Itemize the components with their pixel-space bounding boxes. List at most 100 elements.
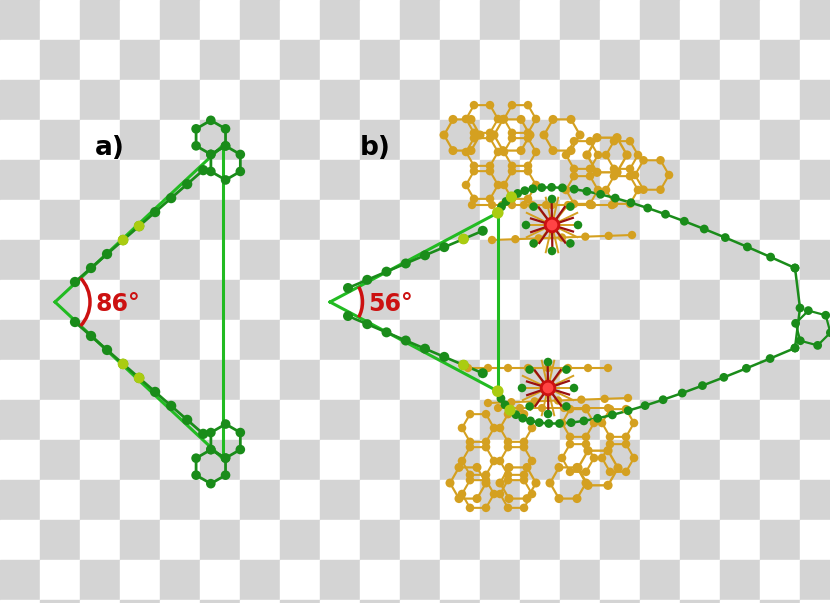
Point — [501, 443, 515, 452]
Point — [602, 363, 615, 373]
Point — [509, 235, 522, 244]
Bar — [400, 560, 440, 600]
Point — [521, 363, 535, 373]
Point — [583, 171, 597, 181]
Bar — [520, 40, 560, 80]
Bar — [200, 200, 240, 240]
Point — [662, 170, 676, 180]
Point — [793, 336, 807, 346]
Bar — [560, 360, 600, 400]
Bar — [640, 400, 680, 440]
Bar — [40, 120, 80, 160]
Bar — [800, 600, 830, 603]
Point — [197, 429, 210, 439]
Bar — [680, 400, 720, 440]
Bar — [120, 120, 160, 160]
Bar — [0, 320, 40, 360]
Bar — [120, 0, 160, 40]
Bar — [360, 80, 400, 120]
Point — [341, 283, 354, 293]
Point — [204, 116, 217, 125]
Point — [502, 494, 515, 504]
Bar — [320, 240, 360, 280]
Point — [521, 161, 535, 171]
Bar — [0, 120, 40, 160]
Point — [501, 475, 515, 485]
Point — [583, 136, 597, 146]
Bar — [760, 520, 800, 560]
Point — [457, 234, 470, 244]
Point — [116, 235, 129, 245]
Bar — [520, 480, 560, 520]
Bar — [480, 160, 520, 200]
Bar — [720, 80, 760, 120]
Point — [525, 423, 539, 433]
Bar — [80, 280, 120, 320]
Bar — [640, 120, 680, 160]
Bar — [320, 40, 360, 80]
Point — [619, 405, 632, 414]
Bar — [520, 360, 560, 400]
Bar — [480, 280, 520, 320]
Point — [443, 478, 457, 488]
Point — [380, 327, 393, 337]
Bar — [40, 400, 80, 440]
Point — [627, 453, 641, 463]
Bar — [760, 560, 800, 600]
Bar — [760, 400, 800, 440]
Point — [571, 220, 584, 230]
Bar — [640, 200, 680, 240]
Bar — [280, 320, 320, 360]
Bar — [800, 120, 830, 160]
Point — [594, 189, 608, 199]
Point — [189, 470, 203, 480]
Point — [517, 475, 530, 485]
Bar — [800, 200, 830, 240]
Bar — [160, 440, 200, 480]
Point — [456, 489, 469, 499]
Text: a): a) — [95, 135, 124, 161]
Bar — [320, 0, 360, 40]
Bar — [800, 40, 830, 80]
Point — [204, 150, 217, 159]
Bar — [720, 40, 760, 80]
Bar — [520, 520, 560, 560]
Bar — [680, 360, 720, 400]
Point — [497, 147, 510, 157]
Point — [491, 208, 505, 218]
Bar — [440, 200, 480, 240]
Point — [532, 233, 545, 243]
Bar — [720, 360, 760, 400]
Point — [68, 277, 81, 287]
Bar — [640, 40, 680, 80]
Point — [619, 467, 632, 477]
Bar — [120, 160, 160, 200]
Bar — [120, 520, 160, 560]
Bar — [120, 200, 160, 240]
Bar — [80, 600, 120, 603]
Point — [591, 150, 604, 160]
Bar — [680, 200, 720, 240]
Bar — [280, 360, 320, 400]
Bar — [560, 40, 600, 80]
Bar — [440, 120, 480, 160]
Point — [68, 317, 81, 327]
Bar — [360, 280, 400, 320]
Point — [608, 194, 622, 203]
Point — [570, 494, 583, 504]
Bar — [120, 280, 160, 320]
Bar — [80, 40, 120, 80]
Point — [524, 130, 537, 140]
Bar — [200, 0, 240, 40]
Bar — [320, 440, 360, 480]
Point — [637, 156, 650, 165]
Bar — [320, 560, 360, 600]
Bar — [0, 80, 40, 120]
Point — [654, 156, 667, 165]
Bar — [560, 160, 600, 200]
Bar — [560, 0, 600, 40]
Point — [574, 395, 588, 405]
Point — [603, 405, 617, 414]
Bar — [120, 320, 160, 360]
Point — [523, 402, 536, 411]
